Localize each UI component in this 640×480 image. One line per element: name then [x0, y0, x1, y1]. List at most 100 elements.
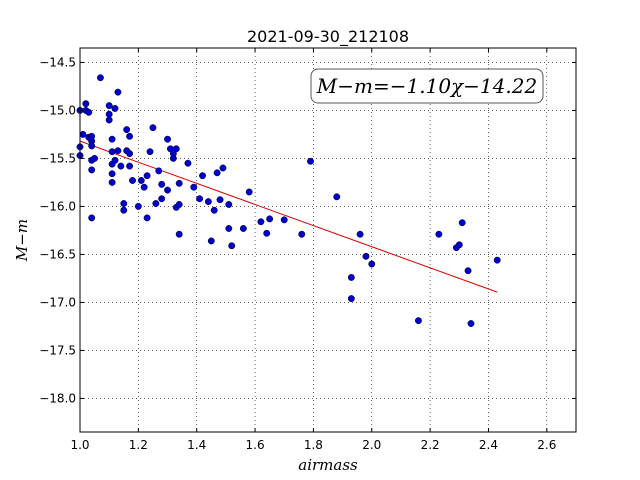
x-tick-label: 2.6: [537, 438, 556, 452]
data-point: [368, 260, 376, 268]
data-point: [213, 169, 221, 177]
data-point: [105, 110, 113, 118]
y-tick-label: −15.5: [39, 151, 76, 165]
data-point: [140, 183, 148, 191]
x-tick-label: 1.4: [187, 438, 206, 452]
data-point: [263, 229, 271, 237]
data-point: [458, 219, 466, 227]
x-tick-label: 1.8: [304, 438, 323, 452]
fit-line-layer: [79, 140, 498, 293]
data-point: [88, 132, 96, 140]
data-point: [155, 167, 163, 175]
x-tick-label: 2.4: [479, 438, 498, 452]
data-point: [307, 157, 314, 165]
data-point: [435, 230, 443, 238]
x-tick-label: 1.6: [246, 438, 265, 452]
data-point: [207, 237, 215, 245]
data-point: [266, 215, 274, 223]
y-axis-label: M−m: [13, 219, 31, 262]
data-point: [228, 242, 236, 250]
chart-title: 2021-09-30_212108: [247, 27, 409, 47]
data-point: [175, 230, 183, 238]
data-point: [108, 170, 116, 178]
data-point: [362, 252, 370, 260]
data-point: [88, 166, 96, 174]
data-point: [117, 162, 125, 170]
data-point: [175, 179, 183, 187]
x-tick-label: 1.0: [70, 438, 89, 452]
data-point: [146, 148, 154, 156]
data-point: [85, 108, 93, 116]
data-point: [120, 206, 128, 214]
data-point: [169, 154, 177, 162]
data-point: [225, 201, 233, 208]
fit-equation-box: [310, 68, 544, 104]
data-point: [493, 256, 501, 264]
data-point: [414, 317, 422, 325]
x-tick-label: 2.2: [421, 438, 440, 452]
data-point: [96, 74, 104, 82]
data-point: [239, 225, 247, 232]
data-point: [455, 241, 463, 249]
data-point: [126, 162, 134, 170]
y-tick-label: −17.0: [39, 295, 76, 309]
data-point: [79, 130, 87, 138]
data-point: [245, 188, 253, 196]
data-point: [143, 172, 151, 180]
data-point: [123, 126, 131, 134]
y-tick-label: −17.5: [39, 343, 76, 357]
data-point: [464, 267, 472, 275]
data-point: [129, 177, 136, 184]
y-tick-label: −16.5: [39, 247, 76, 261]
ticks: 1.0 1.2 1.4 1.6 1.8 2.0 2.2 2.4 2.6 −14.5 −15.0 −15…: [39, 48, 576, 452]
plot-frame: [79, 47, 577, 433]
data-point: [356, 230, 364, 238]
grid: [79, 48, 576, 432]
data-point: [175, 201, 183, 208]
data-point: [225, 225, 233, 232]
fit-equation: M−m=−1.10χ−14.22: [316, 74, 537, 98]
data-point: [108, 135, 116, 143]
data-point: [216, 196, 224, 204]
y-tick-label: −18.0: [39, 391, 76, 405]
x-tick-label: 1.2: [129, 438, 148, 452]
data-point: [91, 154, 99, 162]
data-point: [143, 214, 151, 222]
data-point: [199, 172, 206, 180]
plot-area: [80, 48, 576, 432]
data-points: [76, 74, 501, 327]
data-point: [108, 178, 116, 186]
data-point: [257, 218, 265, 226]
data-point: [347, 295, 355, 303]
data-point: [158, 195, 166, 203]
data-point: [111, 105, 119, 112]
data-point: [204, 198, 212, 206]
data-point: [164, 186, 171, 194]
data-point: [467, 320, 475, 327]
data-point: [184, 159, 192, 167]
data-point: [158, 180, 166, 188]
data-point: [126, 132, 134, 140]
fit-line: [79, 140, 498, 293]
y-tick-label: −16.0: [39, 199, 76, 213]
data-point: [164, 135, 171, 143]
data-point: [108, 148, 116, 156]
data-point: [134, 202, 142, 210]
data-point: [219, 164, 227, 172]
y-tick-label: −14.5: [39, 55, 76, 69]
x-tick-label: 2.0: [362, 438, 381, 452]
data-point: [280, 216, 288, 224]
data-point: [298, 230, 306, 238]
y-tick-label: −15.0: [39, 103, 76, 117]
data-point: [88, 214, 96, 222]
data-point: [190, 183, 198, 191]
data-point: [114, 88, 122, 96]
x-axis-label: airmass: [298, 456, 358, 474]
data-point: [111, 156, 119, 164]
data-point: [105, 116, 113, 124]
data-point: [172, 145, 180, 153]
data-point: [82, 100, 90, 108]
data-point: [120, 200, 128, 207]
data-point: [114, 147, 122, 155]
